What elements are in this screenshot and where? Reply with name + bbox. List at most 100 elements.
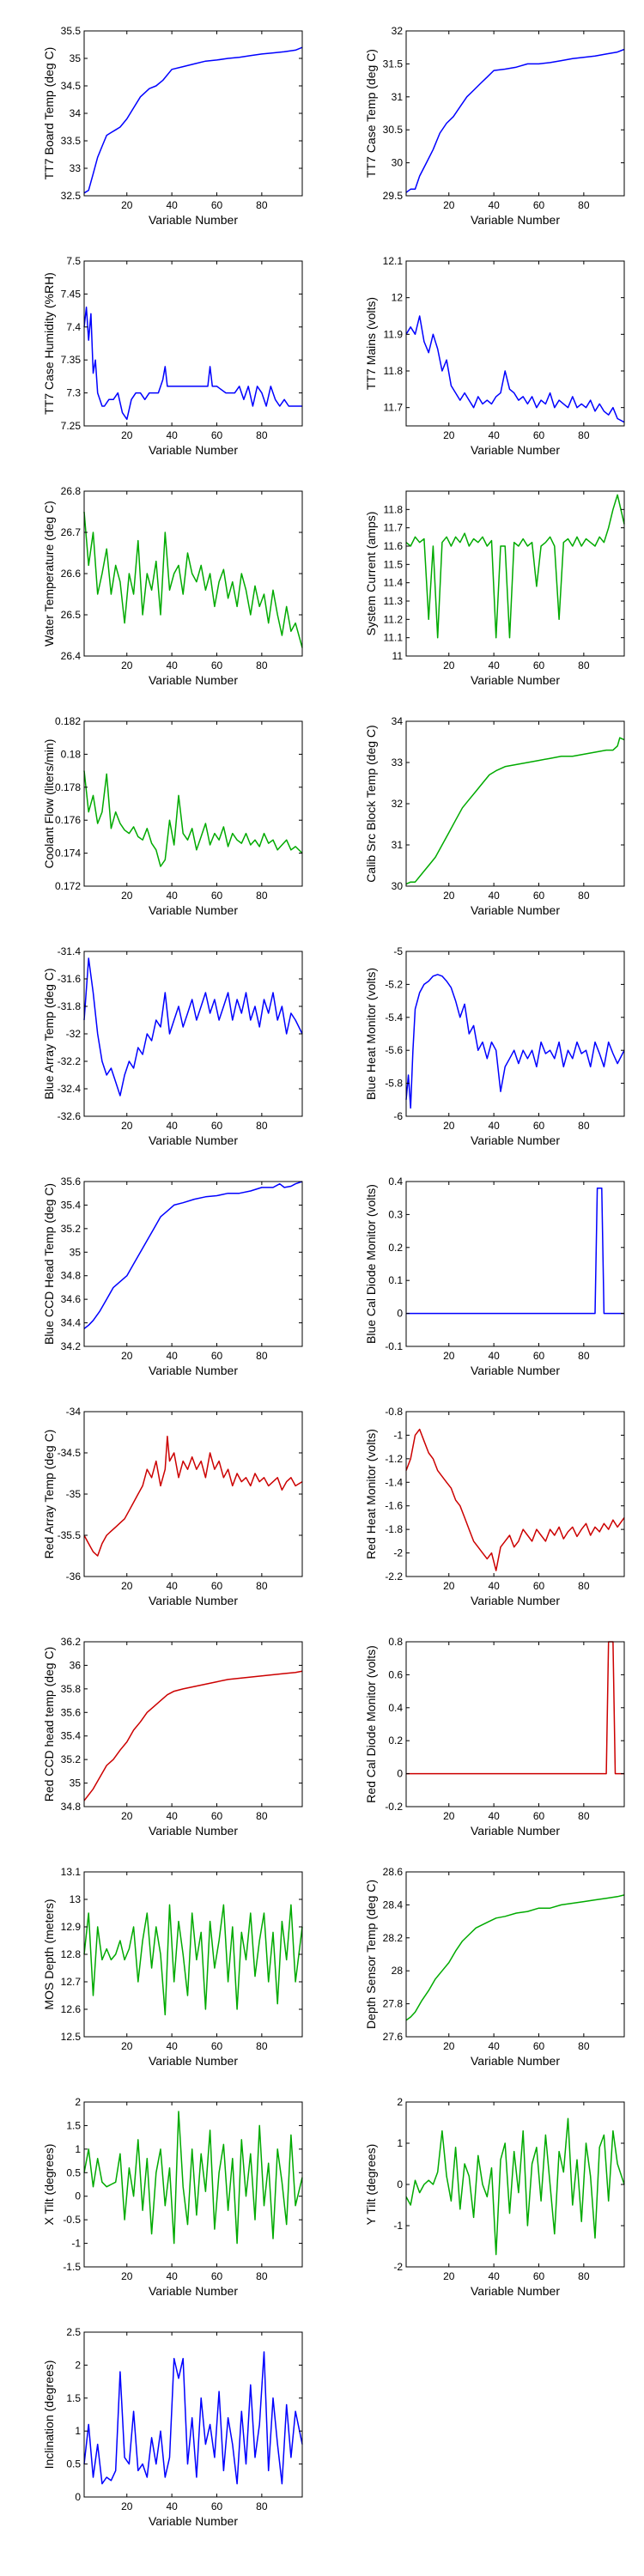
plot-frame [83,490,303,657]
x-tick-label: 60 [211,1350,223,1362]
y-tick-label: 7.25 [61,420,82,432]
y-axis-label: Depth Sensor Temp (deg C) [364,1880,378,2029]
y-tick-label: 28.2 [383,1932,404,1944]
chart-panel: 20 40 60 80 -2 -1 0 1 2 Variable Number Y Tilt (de… [322,2078,644,2305]
plot-frame [83,951,303,1117]
y-tick-label: 0.2 [388,1735,403,1747]
x-tick-label: 40 [166,1350,178,1362]
series-line [405,494,625,639]
y-tick-label: 7.3 [66,387,81,399]
x-tick-label: 20 [121,890,133,902]
y-tick-label: 12.9 [61,1921,82,1933]
plot-frame [405,951,625,1117]
x-tick-label: 60 [211,429,223,441]
series-line [83,1436,303,1557]
x-tick-label: 80 [578,659,590,671]
x-tick-label: 40 [166,2500,178,2512]
series-line [83,770,303,867]
x-tick-label: 40 [488,1810,500,1822]
y-tick-label: -1.2 [385,1453,403,1465]
x-tick-label: 80 [256,659,268,671]
y-tick-label: 7.5 [66,255,81,267]
x-tick-label: 80 [256,1580,268,1592]
series-line [83,46,303,194]
x-tick-label: 60 [211,199,223,211]
series-line [406,1641,624,1775]
y-tick-label: 26.7 [61,526,82,538]
y-tick-label: 11.8 [384,365,404,377]
series-line [405,2117,625,2256]
chart-panel: 20 40 60 80 12.5 12.6 12.7 12.8 12.9 13 13.1 Variab… [0,1848,322,2075]
y-axis-label: Coolant Flow (liters/min) [42,739,56,869]
x-tick-label: 20 [443,890,455,902]
y-tick-label: 0.3 [388,1208,403,1220]
y-tick-label: -32.2 [58,1055,82,1067]
y-tick-label: 1 [75,2143,81,2155]
y-tick-label: 36 [70,1659,82,1671]
plot-frame [405,1871,625,2038]
y-axis-label: TT7 Board Temp (deg C) [42,47,56,180]
y-tick-label: 11.3 [384,595,404,607]
y-tick-label: -0.8 [385,1406,403,1418]
series-line [83,511,303,648]
y-tick-label: 35.8 [61,1683,82,1695]
y-tick-label: 1.5 [66,2392,81,2404]
y-tick-label: -1 [393,1429,403,1441]
x-tick-label: 20 [443,2270,455,2282]
y-tick-label: 1 [75,2425,81,2437]
x-axis-label: Variable Number [471,673,560,687]
y-tick-label: 7.45 [61,288,82,300]
y-tick-label: -31.4 [58,945,82,957]
x-tick-label: 60 [211,2040,223,2052]
series-line [83,1670,303,1801]
y-axis-label: Red Cal Diode Monitor (volts) [364,1645,378,1803]
x-tick-label: 60 [533,1580,545,1592]
series-line [83,307,302,421]
x-tick-label: 20 [121,1810,133,1822]
y-tick-label: 35.4 [61,1199,82,1211]
y-tick-label: 34.2 [61,1340,82,1352]
x-axis-label: Variable Number [149,1364,238,1377]
y-tick-label: 33 [70,162,82,174]
series-line [83,2111,303,2245]
y-tick-label: -6 [393,1110,403,1122]
x-axis-label: Variable Number [471,903,560,917]
y-tick-label: -32 [66,1028,82,1040]
x-tick-label: 60 [533,1810,545,1822]
y-tick-label: 12.5 [61,2031,82,2043]
chart-panel: 20 40 60 80 30 31 32 33 34 Variable Number Calib S… [322,697,644,924]
y-tick-label: -5.2 [385,978,403,990]
line-chart: 20 40 60 80 -1.5 -1 -0.5 0 0.5 1 1.5 2 Variable Numb… [42,2096,303,2298]
y-tick-label: 0 [397,1768,403,1780]
series-line [405,48,625,193]
y-axis-label: Red Array Temp (deg C) [42,1430,56,1559]
line-chart: 20 40 60 80 30 31 32 33 34 Variable Number Calib S… [364,715,625,917]
y-tick-label: 31 [392,839,404,851]
chart-panel: 20 40 60 80 -0.2 0 0.2 0.4 0.6 0.8 Variable Number… [322,1618,644,1844]
x-tick-label: 80 [256,1120,268,1132]
x-tick-label: 60 [533,199,545,211]
y-tick-label: 11.8 [384,503,404,515]
plot-frame [83,2101,303,2268]
line-chart: 20 40 60 80 7.25 7.3 7.35 7.4 7.45 7.5 Variable Nu… [42,255,303,457]
x-tick-label: 20 [443,659,455,671]
line-chart: 20 40 60 80 0 0.5 1 1.5 2 2.5 Variable Number Incli… [42,2326,303,2528]
x-tick-label: 60 [533,890,545,902]
chart-panel: 20 40 60 80 -36 -35.5 -35 -34.5 -34 Variable Numb… [0,1388,322,1614]
x-tick-label: 80 [578,1580,590,1592]
x-tick-label: 80 [256,2040,268,2052]
y-tick-label: 7.4 [66,321,81,333]
y-tick-label: 12.7 [61,1976,82,1988]
plot-frame [83,720,303,887]
x-axis-label: Variable Number [471,213,560,227]
y-tick-label: 30 [392,157,404,169]
y-tick-label: -0.2 [385,1801,403,1813]
y-tick-label: 34 [392,715,404,727]
chart-panel: 20 40 60 80 11 11.1 11.2 11.3 11.4 11.5 11.6 11.7 11… [322,467,644,694]
y-tick-label: 1 [397,2137,403,2149]
y-tick-label: 32.5 [61,190,82,202]
series-line [83,1181,303,1329]
y-axis-label: Blue CCD Head Temp (deg C) [42,1183,56,1345]
series-line [405,974,625,1109]
x-tick-label: 80 [578,429,590,441]
